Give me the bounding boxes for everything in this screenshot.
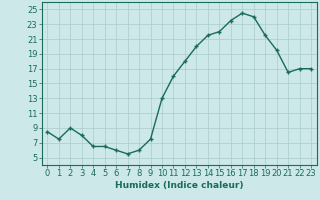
- X-axis label: Humidex (Indice chaleur): Humidex (Indice chaleur): [115, 181, 244, 190]
